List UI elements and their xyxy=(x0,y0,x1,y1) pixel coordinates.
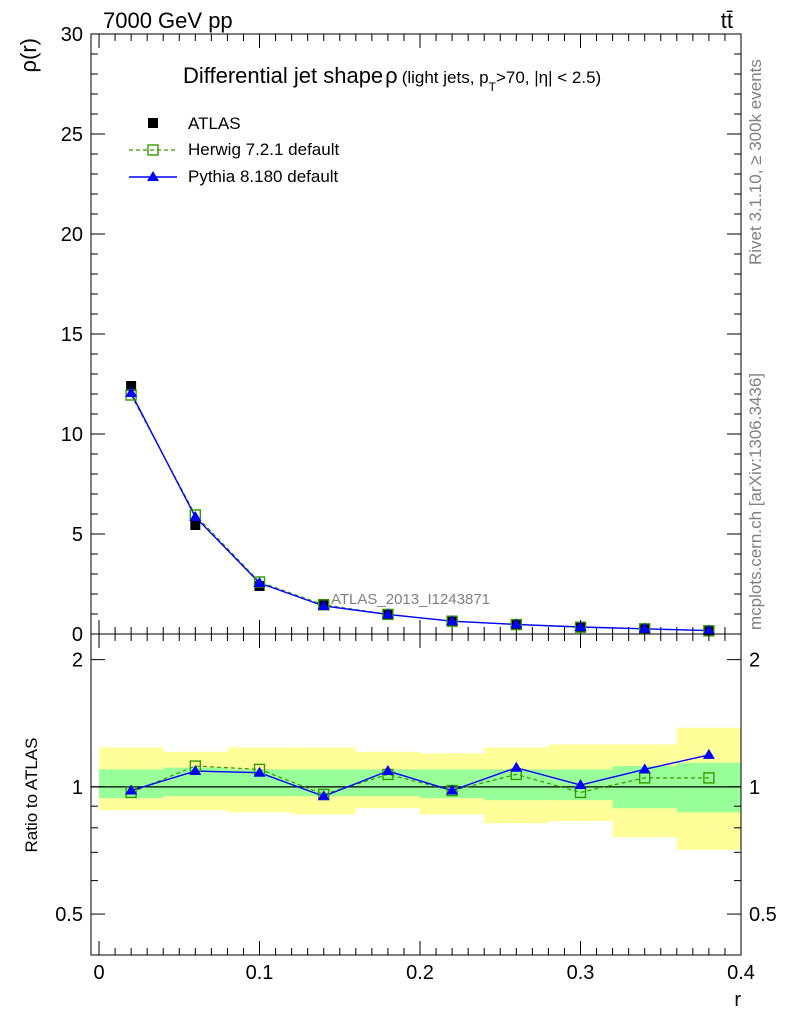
ratio-pythia-point xyxy=(510,761,523,772)
ratio-ytick-label-left: 2 xyxy=(72,650,83,672)
main-ytick-label: 10 xyxy=(61,424,83,446)
ratio-ytick-label-right: 1 xyxy=(749,777,760,799)
header-left: 7000 GeV pp xyxy=(103,8,233,33)
main-ytick-label: 0 xyxy=(72,624,83,646)
ratio-ytick-label-left: 0.5 xyxy=(55,904,83,926)
ratio-frame xyxy=(90,633,742,956)
main-ytick-label: 5 xyxy=(72,524,83,546)
ratio-ylabel: Ratio to ATLAS xyxy=(22,738,41,853)
legend-marker-pythia xyxy=(147,171,159,181)
ratio-herwig-line xyxy=(130,765,709,795)
ratio-panel-data xyxy=(125,748,715,801)
legend: ATLAS Herwig 7.2.1 default Pythia 8.180 … xyxy=(129,114,339,186)
ratio-ytick-label-left: 1 xyxy=(72,777,83,799)
pythia-point xyxy=(317,600,330,610)
ratio-xtick-label: 0 xyxy=(93,962,104,984)
chart-title-main: Differential jet shape xyxy=(183,63,383,88)
ratio-pythia-point xyxy=(253,766,266,777)
legend-marker-atlas xyxy=(148,118,158,128)
pythia-point xyxy=(125,387,138,397)
ratio-xtick-label: 0.3 xyxy=(567,962,595,984)
legend-label-herwig: Herwig 7.2.1 default xyxy=(188,140,339,159)
legend-label-pythia: Pythia 8.180 default xyxy=(188,167,339,186)
main-panel-axes: 0 5 10 15 20 25 30 xyxy=(61,24,742,646)
ratio-pythia-line xyxy=(130,754,710,798)
atlas-point xyxy=(190,520,201,530)
pythia-point xyxy=(381,608,394,619)
pythia-point xyxy=(638,622,651,633)
ratio-pythia-point xyxy=(446,784,459,795)
legend-label-atlas: ATLAS xyxy=(188,114,241,133)
ratio-ytick-label-right: 2 xyxy=(749,650,760,672)
ratio-herwig-point xyxy=(703,772,715,784)
ratio-pythia-point xyxy=(638,763,651,774)
pythia-point xyxy=(253,577,266,587)
ratio-pythia-point xyxy=(574,779,587,790)
header-right: tt̄ xyxy=(721,8,733,33)
main-ytick-label: 25 xyxy=(61,124,83,146)
ratio-panel-axes: 0.5 0.5 1 1 2 2 0 0.1 0.2 0.3 0.4 xyxy=(55,633,777,984)
pythia-point xyxy=(510,618,523,629)
ratio-ytick-label-right: 0.5 xyxy=(749,904,777,926)
ratio-xtick-label: 0.1 xyxy=(246,962,274,984)
main-panel-data xyxy=(125,381,715,637)
ratio-panel-bands xyxy=(91,727,741,850)
chart-title-rho: ρ xyxy=(385,63,398,88)
main-ylabel: ρ(r) xyxy=(16,38,41,73)
chart-title: Differential jet shapeρ (light jets, pT>7… xyxy=(183,63,601,94)
pythia-point xyxy=(446,615,459,626)
pythia-point xyxy=(189,511,202,521)
pythia-line xyxy=(130,392,709,632)
ratio-xtick-label: 0.2 xyxy=(406,962,434,984)
pythia-point xyxy=(574,621,587,631)
mcplots-label: mcplots.cern.ch [arXiv:1306.3436] xyxy=(746,373,765,630)
legend-marker-herwig xyxy=(147,144,159,156)
ratio-pythia-point xyxy=(125,784,138,795)
chart-title-sub-end: >70, |η| < 2.5) xyxy=(496,68,601,87)
chart-title-sub: (light jets, p xyxy=(402,68,489,87)
pythia-point xyxy=(702,624,715,635)
chart-title-sub-T: T xyxy=(489,80,497,94)
ratio-pythia-point xyxy=(702,748,715,759)
ratio-xtick-label: 0.4 xyxy=(727,962,755,984)
ratio-pythia-point xyxy=(317,790,330,801)
ratio-band-inner xyxy=(676,762,741,813)
ratio-pythia-point xyxy=(189,765,202,776)
ratio-xlabel: r xyxy=(734,989,741,1011)
rivet-label: Rivet 3.1.10, ≥ 300k events xyxy=(746,59,765,265)
main-ytick-label: 30 xyxy=(61,24,83,46)
main-ytick-label: 15 xyxy=(61,324,83,346)
atlas-point xyxy=(126,381,137,391)
main-ytick-label: 20 xyxy=(61,224,83,246)
analysis-watermark: ATLAS_2013_I1243871 xyxy=(331,591,490,608)
ratio-pythia-point xyxy=(381,765,394,776)
